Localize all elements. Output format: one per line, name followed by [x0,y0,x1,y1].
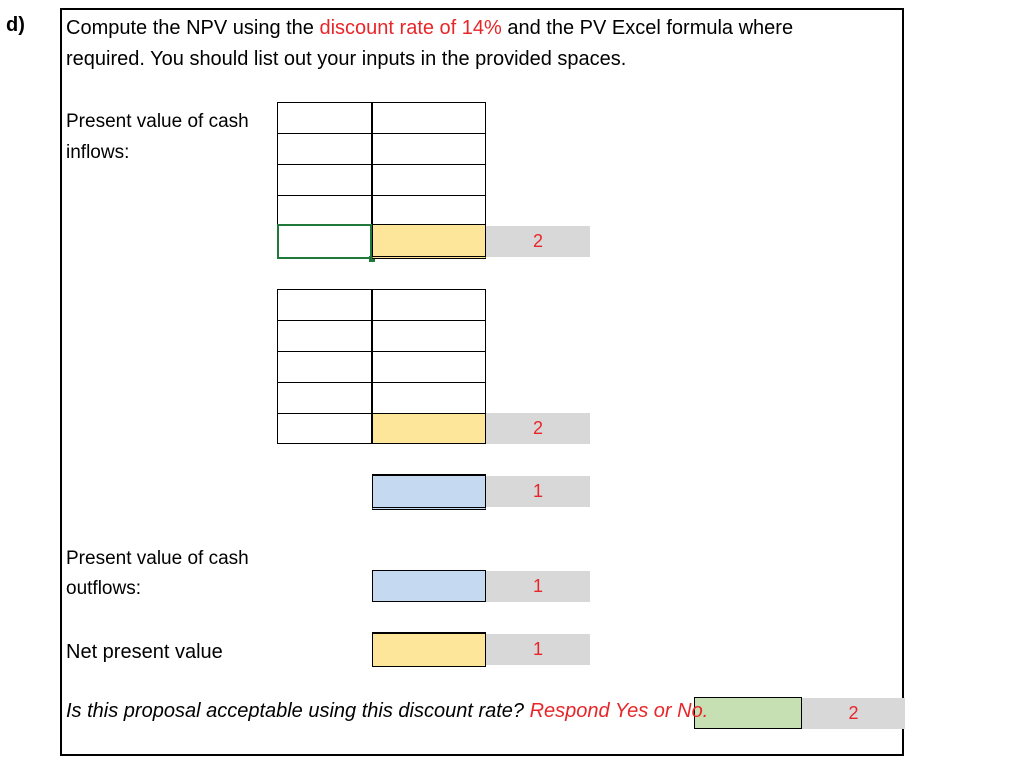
inflow-input-a5-selected[interactable] [277,224,372,259]
inflow-input-c4[interactable] [277,382,372,414]
score-sum-inflows: 1 [486,476,590,507]
part-label: d) [6,14,25,36]
score-outflows: 1 [486,571,590,602]
question-text: Is this proposal acceptable using this d… [66,700,530,722]
inflow-input-d2[interactable] [372,320,486,352]
inflow-input-b4[interactable] [372,195,486,225]
score-acceptable: 2 [802,698,905,729]
inflow-input-a2[interactable] [277,133,372,165]
instructions: Compute the NPV using the discount rate … [66,13,886,75]
pv-inflows-label-2: inflows: [66,142,130,163]
question-frame [60,8,904,756]
inflow-input-c2[interactable] [277,320,372,352]
inflow-input-a1[interactable] [277,102,372,134]
score-block2: 2 [486,413,590,444]
instructions-text-b: and the PV Excel formula where [501,17,794,39]
inflow-input-c3[interactable] [277,351,372,383]
npv-input[interactable] [372,632,486,667]
total-pv-inflows[interactable] [372,474,486,510]
pv-outflows-label-1: Present value of cash [66,548,249,569]
inflow-input-a3[interactable] [277,164,372,196]
inflow-input-b3[interactable] [372,164,486,196]
pv-outflows-label-2: outflows: [66,578,141,599]
pv-inflows-label-1: Present value of cash [66,111,249,132]
pv-outflows-input[interactable] [372,570,486,602]
pv-inflows-result-2[interactable] [372,413,486,444]
acceptability-question: Is this proposal acceptable using this d… [66,700,708,723]
inflow-input-b2[interactable] [372,133,486,165]
instructions-text-a: Compute the NPV using the [66,17,320,39]
score-block1: 2 [486,226,590,257]
respond-instruction: Respond Yes or No. [529,700,709,722]
discount-rate-highlight: discount rate of 14% [319,17,502,39]
npv-label: Net present value [66,641,223,663]
acceptable-answer-input[interactable] [694,697,802,729]
score-npv: 1 [486,634,590,665]
pv-inflows-result-1[interactable] [372,224,486,259]
selection-fill-handle[interactable] [369,256,375,262]
instructions-text-line2: required. You should list out your input… [66,48,627,70]
inflow-input-c5[interactable] [277,413,372,444]
inflow-input-d4[interactable] [372,382,486,414]
inflow-input-c1[interactable] [277,289,372,321]
inflow-input-d3[interactable] [372,351,486,383]
inflow-input-d1[interactable] [372,289,486,321]
inflow-input-a4[interactable] [277,195,372,225]
inflow-input-b1[interactable] [372,102,486,134]
